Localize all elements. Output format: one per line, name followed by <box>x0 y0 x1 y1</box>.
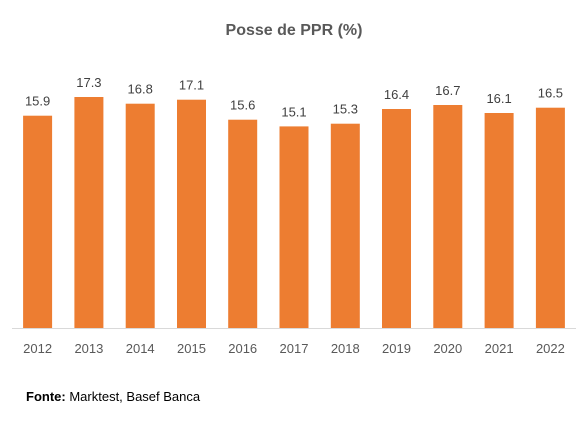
data-label-2018: 15.3 <box>333 102 358 117</box>
data-label-2020: 16.7 <box>435 83 460 98</box>
x-tick-label-2014: 2014 <box>126 341 155 356</box>
bar-2022 <box>535 107 565 328</box>
data-label-2015: 17.1 <box>179 78 204 93</box>
bar-2018 <box>330 123 360 328</box>
bar-2021 <box>484 113 514 328</box>
x-tick-label-2019: 2019 <box>382 341 411 356</box>
data-label-2014: 16.8 <box>128 82 153 97</box>
bar-2014 <box>125 103 155 328</box>
data-label-2012: 15.9 <box>25 94 50 109</box>
data-label-2022: 16.5 <box>538 86 563 101</box>
x-tick-label-2022: 2022 <box>536 341 565 356</box>
x-tick-label-2015: 2015 <box>177 341 206 356</box>
x-tick-label-2018: 2018 <box>331 341 360 356</box>
bar-2013 <box>74 97 104 328</box>
bar-2015 <box>177 99 206 328</box>
chart-title: Posse de PPR (%) <box>225 22 363 39</box>
data-label-2013: 17.3 <box>76 75 101 90</box>
source-note: Fonte: Marktest, Basef Banca <box>26 389 200 404</box>
data-label-2017: 15.1 <box>281 104 306 119</box>
x-tick-label-2016: 2016 <box>228 341 257 356</box>
source-text: Marktest, Basef Banca <box>69 389 201 404</box>
bar-2012 <box>23 115 53 328</box>
data-label-2019: 16.4 <box>384 87 409 102</box>
x-tick-label-2013: 2013 <box>74 341 103 356</box>
bar-2016 <box>228 119 258 328</box>
bar-2017 <box>279 126 309 329</box>
data-label-2021: 16.1 <box>486 91 511 106</box>
x-tick-label-2012: 2012 <box>23 341 52 356</box>
data-label-2016: 15.6 <box>230 98 255 113</box>
source-label: Fonte: <box>26 389 66 404</box>
x-tick-label-2021: 2021 <box>485 341 514 356</box>
bar-2019 <box>382 109 411 328</box>
x-tick-label-2020: 2020 <box>433 341 462 356</box>
x-tick-label-2017: 2017 <box>280 341 309 356</box>
bar-2020 <box>433 105 463 328</box>
